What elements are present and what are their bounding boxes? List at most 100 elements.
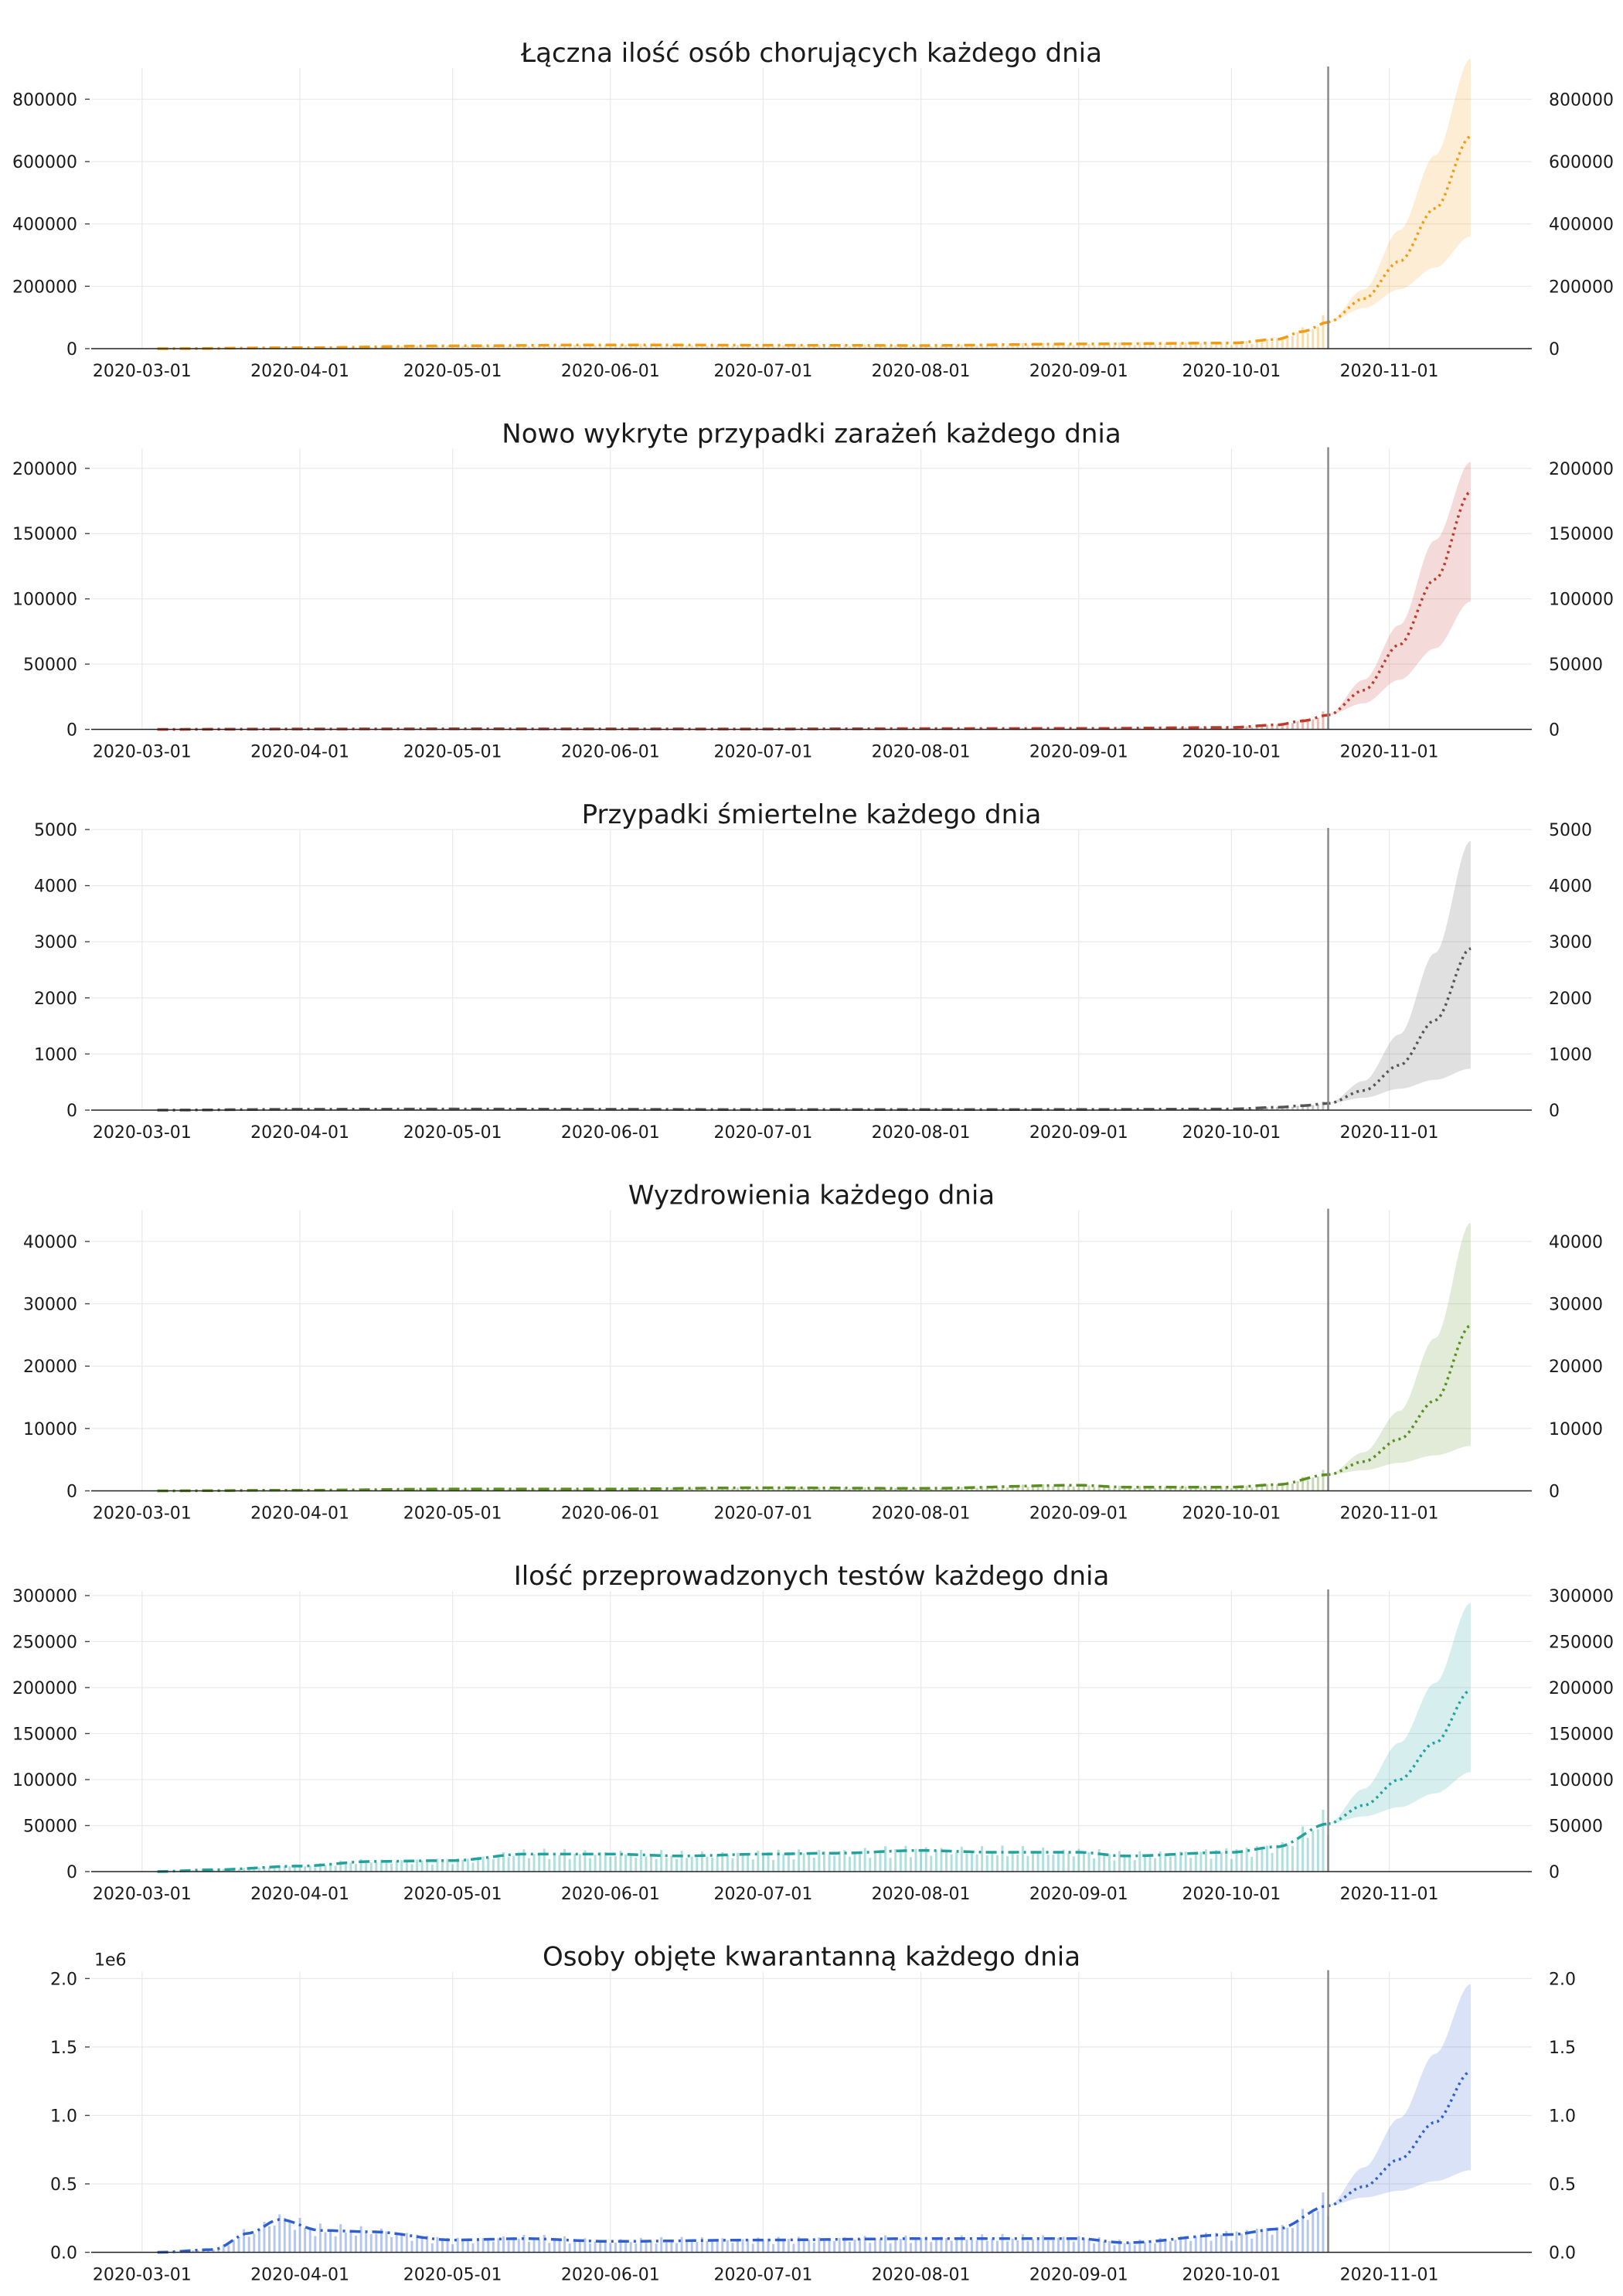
chart-title: Ilość przeprowadzonych testów każdego dn… (514, 1561, 1110, 1592)
daily-bar (293, 2230, 296, 2253)
y-tick-label-left: 800000 (12, 90, 77, 110)
daily-bar (945, 345, 948, 349)
daily-bar (914, 345, 917, 349)
daily-bar (243, 1868, 246, 1872)
daily-bar (686, 1488, 689, 1491)
daily-bar (965, 1487, 968, 1491)
chart-panel-6: Osoby objęte kwarantanną każdego dnia 202… (50, 1942, 1576, 2285)
daily-bar (930, 1855, 933, 1872)
daily-bar (802, 345, 805, 349)
daily-bars (161, 1810, 1330, 1872)
y-tick-label-left: 10000 (23, 1420, 77, 1439)
daily-bar (355, 1864, 358, 1872)
daily-bar (798, 344, 801, 349)
daily-bar (960, 344, 963, 349)
daily-bar (965, 2240, 968, 2253)
daily-bar (461, 1489, 464, 1491)
daily-bar (940, 1487, 943, 1491)
daily-bar (1174, 343, 1177, 349)
daily-bar (1316, 1477, 1319, 1491)
x-tick-label: 2020-09-01 (1029, 362, 1128, 381)
daily-bar (975, 2240, 978, 2253)
daily-bar (390, 1863, 393, 1872)
daily-bar (1271, 2234, 1274, 2253)
daily-bar (853, 1853, 856, 1872)
daily-bar (711, 346, 714, 349)
daily-bar (863, 344, 866, 349)
daily-bar (395, 346, 398, 349)
daily-bar (568, 346, 571, 349)
daily-bar (1296, 1480, 1299, 1491)
x-tick-label: 2020-09-01 (1029, 743, 1128, 762)
daily-bar (1184, 1851, 1187, 1872)
daily-bar (848, 1856, 851, 1872)
y-tick-label-left: 5000 (34, 821, 77, 840)
daily-bar (1169, 1856, 1172, 1872)
daily-bar (339, 2224, 342, 2253)
daily-bar (1230, 1488, 1233, 1491)
y-tick-label-left: 200000 (12, 278, 77, 297)
daily-bar (420, 1489, 424, 1491)
daily-bar (222, 2244, 225, 2253)
y-tick-label-left: 0.5 (50, 2175, 77, 2195)
daily-bar (1123, 1856, 1126, 1872)
x-tick-label: 2020-03-01 (93, 2266, 192, 2285)
y-tick-label-right: 40000 (1549, 1233, 1603, 1252)
daily-bar (869, 1858, 872, 1872)
daily-bar (461, 1859, 464, 1872)
daily-bar (1138, 2239, 1142, 2253)
daily-bar (1265, 1107, 1268, 1110)
daily-bar (665, 2242, 668, 2253)
daily-bar (736, 345, 739, 349)
x-tick-label: 2020-07-01 (713, 743, 812, 762)
daily-bar (1301, 718, 1305, 730)
daily-bar (1215, 1487, 1218, 1491)
daily-bar (700, 2237, 703, 2253)
x-tick-label: 2020-04-01 (250, 2266, 349, 2285)
daily-bar (1056, 2237, 1060, 2253)
daily-bar (1265, 2228, 1268, 2253)
forecast-line (1328, 2070, 1472, 2208)
daily-bar (761, 1487, 764, 1491)
daily-bar (802, 2240, 805, 2253)
daily-bar (981, 2234, 984, 2253)
daily-bar (1118, 727, 1121, 730)
daily-bar (1255, 339, 1258, 349)
daily-bar (1261, 725, 1264, 730)
daily-bar (822, 1487, 825, 1491)
daily-bar (1143, 1855, 1146, 1872)
daily-bar (1087, 1485, 1091, 1491)
daily-bar (711, 2241, 714, 2253)
daily-bar (604, 344, 607, 349)
x-tick-label: 2020-11-01 (1340, 1123, 1439, 1143)
daily-bar (904, 1845, 907, 1872)
daily-bar (1006, 2241, 1009, 2253)
daily-bar (477, 1857, 480, 1872)
daily-bar (645, 1489, 648, 1491)
daily-bar (1077, 1484, 1080, 1491)
daily-bar (1291, 1484, 1294, 1491)
daily-bar (334, 1865, 337, 1872)
daily-bar (212, 1869, 215, 1872)
daily-bar (578, 2240, 581, 2253)
daily-bar (553, 345, 556, 349)
daily-bar (1230, 2240, 1233, 2253)
daily-bar (1255, 725, 1258, 730)
daily-bar (1093, 2243, 1096, 2253)
daily-bar (273, 1867, 276, 1872)
daily-bar (288, 1866, 291, 1872)
daily-bar (324, 2232, 327, 2253)
daily-bar (624, 1854, 628, 1872)
daily-bar (1261, 339, 1264, 349)
daily-bar (1276, 724, 1279, 730)
daily-bar (1077, 2236, 1080, 2253)
daily-bar (375, 1862, 378, 1872)
daily-bar (787, 1852, 790, 1872)
daily-bar (1056, 1484, 1060, 1491)
daily-bar (1276, 2227, 1279, 2253)
y-tick-label-right: 0 (1549, 1483, 1560, 1502)
x-tick-label: 2020-05-01 (403, 743, 502, 762)
daily-bar (1271, 1852, 1274, 1872)
daily-bar (751, 2243, 754, 2253)
daily-bar (792, 1859, 795, 1872)
